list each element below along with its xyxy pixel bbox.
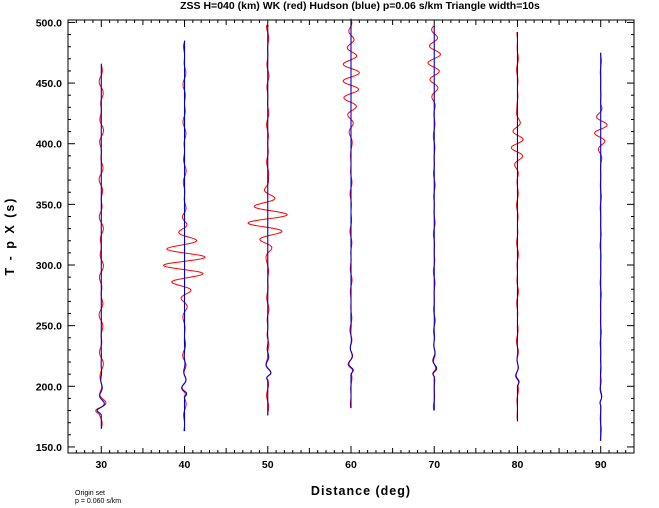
hudson-trace bbox=[515, 32, 520, 422]
x-tick-label: 30 bbox=[95, 459, 107, 471]
y-tick-label: 150.0 bbox=[36, 442, 62, 454]
x-tick-label: 80 bbox=[512, 459, 524, 471]
tick-group: 30 40 50 60 70 80 90 150.0 200.0 250.0 300.0 350.0 4… bbox=[36, 17, 635, 471]
y-axis-label: T - p X (s) bbox=[3, 197, 17, 276]
x-tick-label: 40 bbox=[179, 459, 191, 471]
wk-trace bbox=[247, 24, 288, 416]
x-tick-label: 60 bbox=[345, 459, 357, 471]
hudson-trace bbox=[348, 18, 354, 409]
footnote-slowness: p = 0.060 s/km bbox=[75, 498, 122, 505]
y-tick-label: 400.0 bbox=[36, 139, 62, 151]
x-axis-label: Distance (deg) bbox=[311, 484, 411, 498]
hudson-trace bbox=[96, 63, 105, 429]
hudson-trace bbox=[181, 40, 188, 432]
x-tick-label: 70 bbox=[428, 459, 440, 471]
y-tick-label: 250.0 bbox=[36, 321, 62, 333]
trace-group bbox=[95, 18, 608, 441]
footnote: Origin set p = 0.060 s/km bbox=[75, 490, 121, 506]
footnote-origin: Origin set bbox=[75, 490, 105, 497]
x-tick-label: 90 bbox=[595, 459, 607, 471]
y-tick-label: 300.0 bbox=[36, 260, 62, 272]
hudson-trace bbox=[432, 26, 438, 411]
y-tick-label: 500.0 bbox=[36, 17, 62, 29]
y-tick-label: 350.0 bbox=[36, 199, 62, 211]
y-tick-label: 200.0 bbox=[36, 381, 62, 393]
chart-title: ZSS H=040 (km) WK (red) Hudson (blue) p=… bbox=[180, 0, 540, 12]
y-tick-label: 450.0 bbox=[36, 78, 62, 90]
x-tick-label: 50 bbox=[262, 459, 274, 471]
hudson-trace bbox=[265, 24, 272, 416]
hudson-trace bbox=[599, 52, 603, 441]
